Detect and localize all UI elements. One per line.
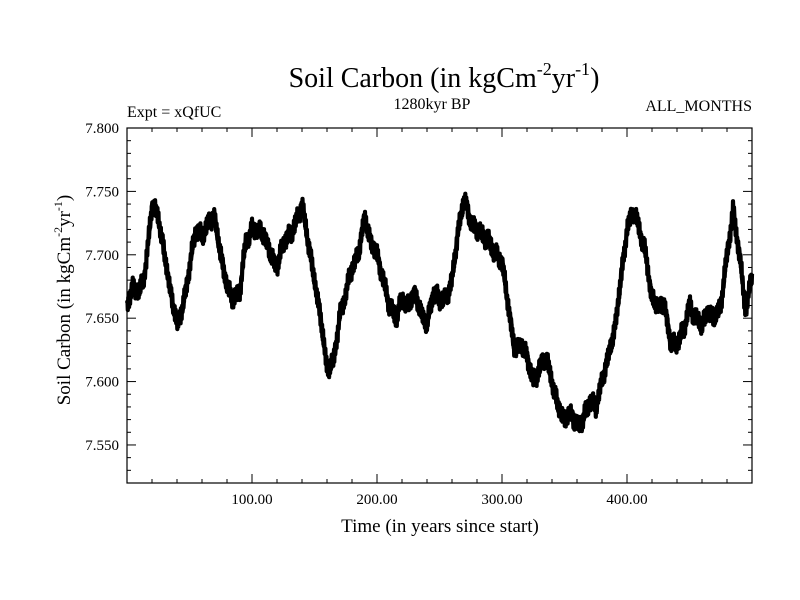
plot-area: 100.00 200.00 300.00 400.00 7.550 7.600 7.650 7… — [85, 121, 755, 508]
y-tick-label: 7.600 — [85, 375, 119, 391]
x-tick-label: 100.00 — [231, 492, 272, 508]
x-tick-label: 400.00 — [606, 492, 647, 508]
y-tick-label: 7.550 — [85, 438, 119, 454]
series-line-0 — [124, 191, 755, 434]
experiment-label: Expt = xQfUC — [127, 104, 221, 121]
x-tick-label: 200.00 — [356, 492, 397, 508]
y-tick-label: 7.750 — [85, 184, 119, 200]
chart-title: Soil Carbon (in kgCm-2yr-1) — [289, 59, 600, 94]
y-tick-label: 7.700 — [85, 248, 119, 264]
months-label: ALL_MONTHS — [645, 98, 752, 115]
y-axis-label: Soil Carbon (in kgCm-2yr-1) — [51, 195, 75, 406]
y-tick-label: 7.800 — [85, 121, 119, 137]
x-axis-label: Time (in years since start) — [341, 516, 539, 537]
x-tick-label: 300.00 — [481, 492, 522, 508]
y-tick-label: 7.650 — [85, 311, 119, 327]
period-label: 1280kyr BP — [394, 96, 471, 113]
